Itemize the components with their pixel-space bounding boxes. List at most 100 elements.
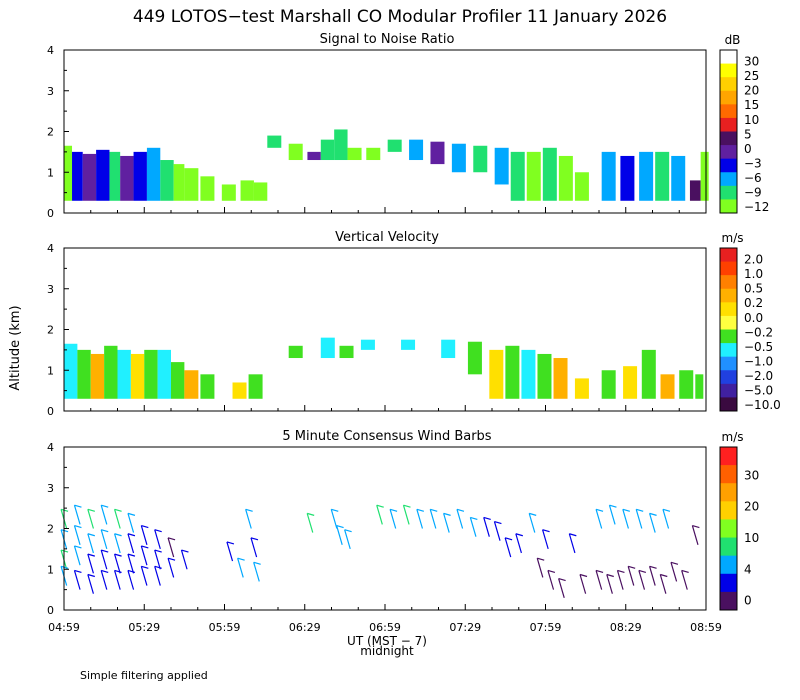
colorbar-label: 20: [744, 500, 759, 514]
wind-barb: [648, 566, 656, 586]
wind-barb: [670, 562, 678, 582]
colorbar-label: 10: [744, 531, 759, 545]
panel-2: Vertical Velocity 0 1 2 3 4 m/s2.01.00.50.20.0…: [47, 230, 781, 418]
wind-barb: [73, 545, 81, 566]
heatmap-cell: [695, 374, 704, 399]
heatmap-cell: [248, 374, 263, 399]
y-tick-label: 0: [47, 405, 54, 418]
heatmap-cell: [537, 353, 552, 399]
wind-barb: [87, 533, 95, 554]
wind-barb: [595, 509, 603, 529]
wind-barb: [456, 509, 464, 529]
colorbar-swatch: [720, 383, 737, 398]
colorbar-swatch: [720, 573, 737, 593]
wind-barb: [100, 549, 108, 570]
wind-barb-flag: [74, 504, 82, 508]
wind-barb: [113, 553, 121, 574]
y-tick-label: 4: [47, 44, 54, 57]
colorbar-swatch: [720, 145, 737, 160]
heatmap-cell: [320, 337, 335, 359]
wind-barb: [536, 558, 544, 578]
colorbar-swatch: [720, 185, 737, 200]
heatmap-cell: [387, 139, 402, 152]
wind-barb-flag: [692, 525, 700, 529]
wind-barb: [659, 574, 667, 594]
wind-barb: [180, 549, 188, 570]
wind-barb-flag: [87, 553, 95, 557]
heatmap-cell: [90, 353, 105, 399]
midnight-label: midnight: [360, 644, 414, 658]
colorbar-label: 0.0: [744, 311, 763, 325]
wind-barb: [100, 529, 108, 550]
heatmap-cell: [542, 147, 557, 201]
wind-barb-flag: [60, 565, 69, 569]
heatmap-cell: [467, 341, 482, 375]
colorbar-label: 25: [744, 69, 759, 83]
wind-barb: [606, 574, 613, 594]
wind-barb: [493, 521, 501, 541]
colorbar-label: 0.2: [744, 296, 763, 310]
wind-barb-flag: [344, 529, 352, 533]
wind-barb: [250, 537, 258, 558]
wind-barb-flag: [662, 508, 671, 512]
y-tick-label: 2: [47, 523, 54, 536]
wind-barb-flag: [636, 508, 644, 512]
wind-barb-flag: [60, 508, 69, 512]
y-tick-label: 1: [47, 166, 54, 179]
wind-barb-flag: [504, 537, 513, 541]
wind-barb: [245, 509, 252, 529]
wind-barb: [140, 525, 148, 545]
panel-1: Signal to Noise Ratio01234dB302520151050…: [47, 32, 769, 220]
heatmap-cell: [441, 339, 456, 359]
wind-barb: [336, 525, 343, 545]
wind-barb: [662, 509, 670, 529]
wind-barb-flag: [87, 508, 95, 512]
wind-barb: [504, 537, 512, 558]
wind-barb-flag: [681, 569, 689, 574]
wind-barb-flag: [331, 508, 339, 512]
heatmap-cell: [146, 147, 161, 201]
wind-barb-flag: [127, 569, 136, 574]
colorbar-swatch: [720, 261, 737, 276]
wind-barb-flag: [336, 525, 344, 529]
wind-barb-flag: [127, 553, 136, 557]
wind-barb: [73, 505, 81, 525]
heatmap-cell: [77, 349, 91, 399]
wind-barb-flag: [430, 508, 438, 512]
colorbar-swatch: [720, 537, 737, 557]
wind-barb: [87, 553, 95, 574]
wind-barb: [416, 509, 424, 529]
wind-barb: [681, 570, 688, 590]
wind-barb-flag: [609, 504, 617, 508]
wind-barb-flag: [515, 533, 523, 537]
wind-barb: [547, 570, 555, 590]
heatmap-cell: [700, 151, 709, 201]
heatmap-cell: [505, 345, 520, 399]
wind-barb: [127, 570, 135, 590]
wind-barb: [344, 529, 351, 550]
wind-barb: [253, 562, 260, 582]
wind-barb: [483, 517, 490, 537]
wind-barb-flag: [127, 533, 136, 537]
heatmap-cell: [64, 343, 78, 399]
wind-barb-flag: [245, 508, 253, 512]
wind-barb: [140, 566, 148, 586]
y-tick-label: 3: [47, 85, 54, 98]
colorbar-swatch: [720, 131, 737, 146]
y-tick-label: 1: [47, 563, 54, 576]
heatmap-cell: [221, 184, 236, 201]
wind-barb: [113, 570, 121, 590]
wind-barb: [622, 509, 630, 529]
colorbar-label: 10: [744, 113, 759, 127]
wind-barb: [627, 566, 635, 586]
wind-barb-flag: [141, 565, 149, 569]
heatmap-cell: [184, 370, 199, 399]
colorbar-label: −6: [744, 171, 762, 185]
heatmap-cell: [401, 339, 416, 350]
wind-barb-flag: [470, 516, 478, 521]
wind-barb-flag: [595, 508, 604, 512]
wind-barb-flag: [649, 565, 657, 569]
wind-barb: [691, 525, 699, 545]
heatmap-cell: [157, 349, 171, 399]
y-tick-label: 3: [47, 283, 54, 296]
